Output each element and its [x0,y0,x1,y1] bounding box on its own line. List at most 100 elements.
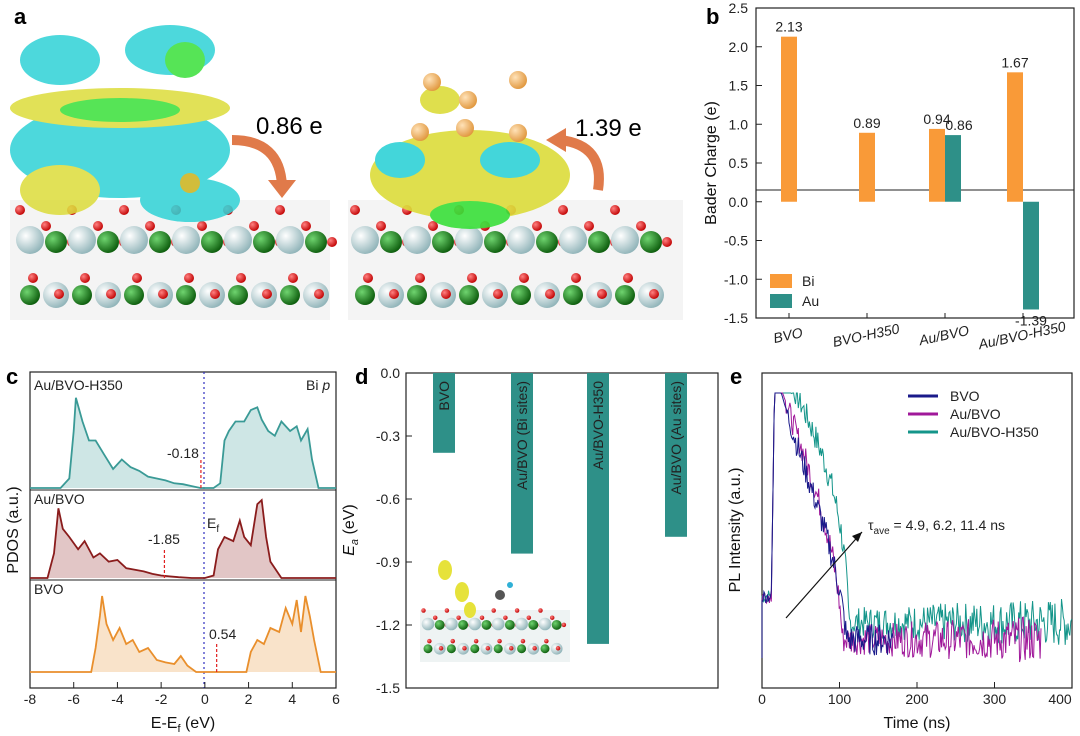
right-slab-o-atom [623,273,633,283]
pdos-fill-0 [30,397,336,488]
inset-slab-o-atom [438,646,444,651]
right-slab-o-atom [636,221,646,231]
panel-d-inset-structure [420,560,570,662]
left-slab-o-atom [106,289,116,299]
inset-slab-o-atom [479,615,485,620]
ea-bar-label-0: BVO [436,381,452,411]
right-slab-bi-atom [507,226,535,254]
panel-d-frame [405,372,719,689]
corner-label: Bi p [306,377,330,393]
left-slab-bi-atom [68,226,96,254]
legend-swatch-bi [770,274,792,288]
inset-slab-v-atom [423,644,433,654]
left-slab-o-atom [158,289,168,299]
panel-e-xlabel: Time (ns) [884,715,951,732]
inset-slab-o-atom [485,646,491,651]
inset-slab-v-atom [481,619,492,630]
left-slab-o-atom [119,205,129,215]
ea-bar-1 [511,373,533,554]
left-slab-bi-atom [172,226,200,254]
right-slab-o-atom [376,221,386,231]
legend-swatch-au [770,294,792,308]
panel-a-charge-density: a 0.86 e [10,4,683,320]
right-transfer-arrow [559,135,604,191]
right-slab-o-atom [558,205,568,215]
pdos-label-bvo: BVO [34,581,64,597]
left-slab-v-atom [149,231,171,253]
inset-slab-v-atom [458,619,469,630]
right-slab-o-atom [532,221,542,231]
inset-slab-o-atom [450,638,455,644]
inset-slab-o-atom [503,615,508,620]
left-slab-o-atom [210,289,220,299]
left-charge-transfer: 0.86 e [256,113,323,140]
inset-slab-v-atom [446,644,456,654]
inset-slab-o-atom [544,638,549,644]
panel-e-xtick-label: 300 [983,691,1007,707]
panel-c-ylabel: PDOS (a.u.) [5,486,22,573]
panel-b-legend: Bi Au [770,273,819,309]
panel-b-ytick-label: -1.0 [724,271,748,287]
right-slab-o-atom [519,273,529,283]
left-transfer-arrow [231,135,287,187]
inset-slab-o-atom [532,646,537,651]
inset-slab-o-atom [427,638,432,644]
left-slab-v-atom [305,231,327,253]
bar-label-bi-0: 2.13 [775,19,802,35]
left-slab-o-atom [132,273,142,283]
ef-label: Ef [207,515,219,535]
inset-slab-o-atom [462,646,467,651]
left-slab-v-atom [97,231,119,253]
inset-slab-o-atom [456,615,461,620]
left-slab-v-atom [45,231,67,253]
right-slab-o-atom [584,221,594,231]
left-slab-o-atom [275,205,285,215]
right-slab-bi-atom [455,226,483,254]
left-slab-bi-atom [120,226,148,254]
inset-slab-o-atom [514,608,520,613]
inset-slab-o-atom [444,608,450,613]
left-slab-v-atom [124,285,144,305]
left-slab-v-atom [280,285,300,305]
bar-bi-0 [781,36,797,202]
center-value-h350: -0.18 [167,445,199,461]
right-slab-o-atom [389,289,399,299]
inset-slab-v-atom [434,619,445,630]
center-value-bvo: 0.54 [209,626,236,642]
panel-c-xtick-label: 6 [332,691,340,707]
right-slab-o-atom [441,289,451,299]
inset-slab-v-atom [551,619,562,630]
panel-c-xtick-label: -8 [24,691,37,707]
bar-label-bi-3: 1.67 [1001,54,1028,70]
left-slab-o-atom [327,237,337,247]
panel-b-bader-charge: b 2.5 2.0 1.5 1.0 0.5 0.0 -0.5 -1.0 -1.5 2.13 0.8… [703,0,1075,352]
inset-slab-bi-atom [491,617,505,631]
right-slab-bi-atom [351,226,379,254]
left-slab-v-atom [228,285,248,305]
panel-e-pl-decay: e 0 100 200 300 400 BVO Au/BVO Au/BVO-H350 τ… [727,364,1073,732]
panel-b-ytick-label: 0.5 [729,155,749,171]
inset-slab-o-atom [538,608,543,613]
left-slab-o-atom [93,221,103,231]
inset-slab-bi-atom [468,617,482,631]
inset-slab-bi-atom [445,617,458,631]
bar-bi-1 [859,132,875,202]
panel-d-ytick-label: 0.0 [381,365,401,381]
right-slab-v-atom [640,231,662,253]
left-slab-o-atom [15,205,25,215]
right-slab-o-atom [662,237,672,247]
right-slab-v-atom [459,285,479,305]
right-slab-v-atom [536,231,558,253]
left-slab-v-atom [176,285,196,305]
panel-b-ytick-label: -0.5 [724,233,748,249]
right-slab-illustration: 1.39 e [348,71,683,320]
ea-bar-0 [433,373,455,453]
inset-slab-o-atom [421,608,426,613]
tau-annotation: τave = 4.9, 6.2, 11.4 ns [868,517,1005,537]
inset-slab-bi-atom [538,617,552,631]
panel-e-xtick-label: 100 [828,691,852,707]
left-slab-o-atom [288,273,298,283]
pdos-fill-1 [30,500,336,578]
inset-slab-o-atom [473,638,479,644]
